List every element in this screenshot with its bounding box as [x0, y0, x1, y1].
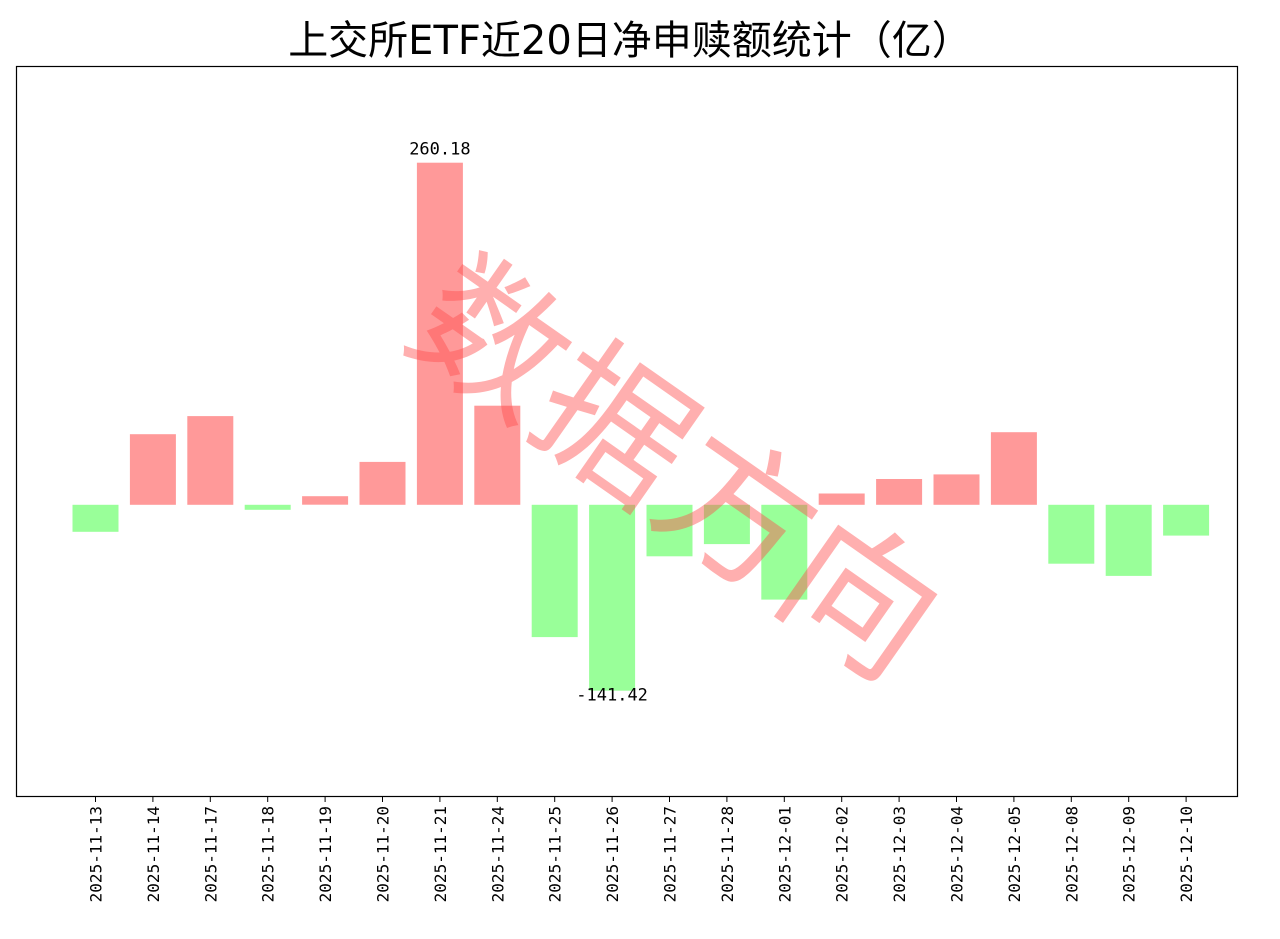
bar-2025-11-20 [359, 461, 406, 505]
x-tick-label: 2025-11-25 [546, 806, 565, 902]
bar-2025-11-26 [589, 504, 636, 691]
x-tick-label: 2025-12-05 [1005, 806, 1024, 902]
x-axis-ticks: 2025-11-13 2025-11-14 2025-11-17 2025-11-18… [87, 796, 1196, 902]
bar-2025-11-14 [129, 434, 176, 505]
x-tick-label: 2025-12-09 [1120, 806, 1139, 902]
data-label-2025-11-26: -141.42 [576, 686, 648, 706]
bar-2025-11-17 [187, 416, 234, 505]
bar-2025-12-04 [933, 474, 980, 505]
x-tick-label: 2025-11-28 [718, 806, 737, 902]
x-tick-label: 2025-12-03 [890, 806, 909, 902]
chart-title: 上交所ETF近20日净申赎额统计（亿） [288, 18, 972, 64]
x-tick-label: 2025-12-08 [1062, 806, 1081, 902]
x-tick-label: 2025-11-20 [374, 806, 393, 902]
x-tick-label: 2025-11-13 [87, 806, 106, 902]
x-tick-label: 2025-12-01 [775, 806, 794, 902]
bar-2025-12-03 [876, 479, 923, 505]
bar-2025-11-24 [474, 405, 521, 505]
bars-layer [72, 162, 1210, 691]
x-tick-label: 2025-11-26 [603, 806, 622, 902]
bar-2025-12-02 [818, 493, 865, 505]
bar-2025-11-13 [72, 504, 119, 532]
bar-2025-11-21 [416, 162, 463, 505]
x-tick-label: 2025-11-19 [316, 806, 335, 902]
x-tick-label: 2025-11-27 [661, 806, 680, 902]
data-labels: 260.18 -141.42 [409, 140, 648, 706]
x-tick-label: 2025-12-02 [833, 806, 852, 902]
x-tick-label: 2025-12-04 [948, 806, 967, 902]
bar-2025-12-09 [1105, 504, 1152, 576]
x-tick-label: 2025-11-18 [259, 806, 278, 902]
bar-2025-11-18 [244, 504, 291, 510]
x-tick-label: 2025-11-24 [488, 806, 507, 902]
x-tick-label: 2025-11-14 [144, 806, 163, 902]
x-tick-label: 2025-11-17 [201, 806, 220, 902]
x-tick-label: 2025-12-10 [1177, 806, 1196, 902]
bar-2025-11-25 [531, 504, 578, 638]
x-tick-label: 2025-11-21 [431, 806, 450, 902]
watermark-text: 数据方向 [379, 227, 970, 714]
bar-2025-12-05 [990, 432, 1037, 505]
data-label-2025-11-21: 260.18 [409, 140, 470, 160]
bar-2025-12-01 [761, 504, 808, 600]
bar-2025-12-08 [1048, 504, 1095, 564]
bar-2025-11-28 [703, 504, 750, 545]
plot-frame [15, 65, 1239, 798]
bar-2025-11-27 [646, 504, 693, 557]
bar-2025-12-10 [1163, 504, 1210, 536]
bar-2025-11-19 [302, 496, 349, 505]
